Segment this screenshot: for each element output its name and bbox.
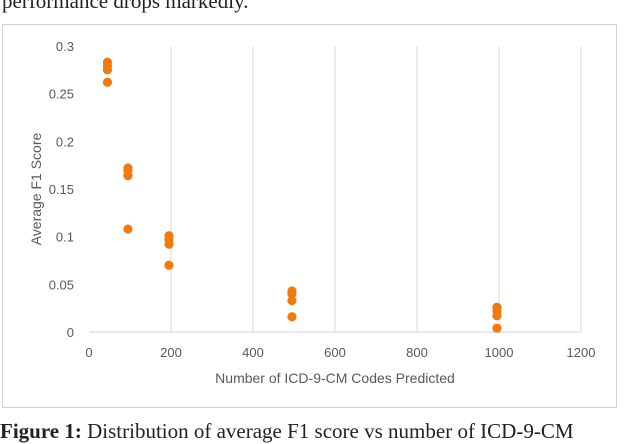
tick-labels: 0 200 400 600 800 1000 1200 0 0.05 0.1 0.15 0.2 0.25… bbox=[49, 39, 596, 360]
data-point bbox=[164, 239, 174, 249]
y-tick-label: 0.25 bbox=[49, 87, 74, 102]
data-point bbox=[123, 171, 133, 181]
figure-caption: Figure 1: Distribution of average F1 sco… bbox=[0, 419, 574, 444]
chart-area: 0 200 400 600 800 1000 1200 0 0.05 0.1 0.15 0.2 0.25… bbox=[2, 24, 617, 408]
data-point bbox=[492, 323, 502, 333]
data-point bbox=[164, 260, 174, 270]
data-point bbox=[492, 311, 502, 321]
y-tick-label: 0.1 bbox=[56, 230, 74, 245]
x-tick-label: 0 bbox=[85, 345, 92, 360]
y-axis-title: Average F1 Score bbox=[28, 133, 44, 246]
data-point bbox=[287, 295, 297, 306]
figure-label: Figure 1: bbox=[0, 419, 82, 443]
y-tick-label: 0 bbox=[67, 325, 74, 340]
x-tick-label: 400 bbox=[242, 345, 264, 360]
scatter-chart: 0 200 400 600 800 1000 1200 0 0.05 0.1 0.15 0.2 0.25… bbox=[28, 39, 596, 386]
x-axis-title: Number of ICD-9-CM Codes Predicted bbox=[215, 370, 455, 386]
data-point bbox=[102, 77, 113, 87]
y-tick-label: 0.2 bbox=[56, 134, 74, 149]
preceding-text: performance drops markedly. bbox=[2, 0, 249, 13]
data-point bbox=[287, 312, 297, 322]
grid-lines bbox=[170, 46, 582, 332]
x-tick-label: 600 bbox=[324, 345, 346, 360]
data-point bbox=[123, 224, 133, 234]
x-tick-label: 1200 bbox=[567, 345, 596, 360]
data-point bbox=[287, 289, 297, 299]
x-tick-label: 800 bbox=[406, 345, 428, 360]
y-tick-label: 0.15 bbox=[49, 182, 74, 197]
data-points bbox=[102, 57, 502, 333]
y-tick-label: 0.05 bbox=[49, 277, 74, 292]
x-tick-label: 200 bbox=[160, 345, 182, 360]
data-point bbox=[102, 65, 113, 75]
x-tick-label: 1000 bbox=[485, 345, 514, 360]
caption-text: Distribution of average F1 score vs numb… bbox=[81, 419, 574, 443]
y-tick-label: 0.3 bbox=[56, 39, 74, 54]
